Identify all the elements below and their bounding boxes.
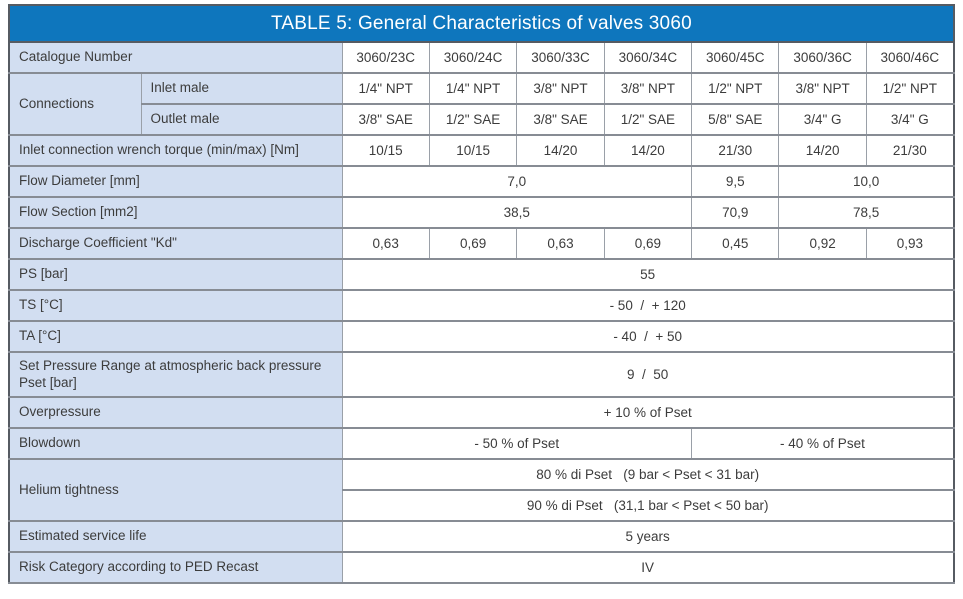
discharge-cell-1: 0,63 (341, 227, 430, 260)
ta-value: - 40 / + 50 (341, 320, 955, 353)
set-pressure-range-value: 9 / 50 (341, 351, 955, 398)
row-table-title: TABLE 5: General Characteristics of valv… (8, 4, 955, 43)
ps-label: PS [bar] (8, 258, 343, 291)
outlet-cell-6: 3/4" G (778, 103, 867, 136)
outlet-cell-4: 1/2" SAE (603, 103, 693, 136)
discharge-coefficient-label: Discharge Coefficient "Kd" (8, 227, 343, 260)
row-catalogue-number: Catalogue Number 3060/23C 3060/24C 3060/… (8, 41, 955, 74)
wrench-torque-label: Inlet connection wrench torque (min/max)… (8, 134, 343, 167)
inlet-male-label: Inlet male (140, 72, 343, 105)
row-ps: PS [bar] 55 (8, 258, 955, 291)
discharge-cell-4: 0,69 (603, 227, 693, 260)
datasheet-table-container: TABLE 5: General Characteristics of valv… (8, 4, 955, 584)
row-helium-tightness-2: 90 % di Pset (31,1 bar < Pset < 50 bar) (9, 489, 955, 522)
row-set-pressure-range: Set Pressure Range at atmospheric back p… (8, 351, 955, 398)
inlet-cell-7: 1/2" NPT (865, 72, 955, 105)
outlet-cell-7: 3/4" G (865, 103, 955, 136)
row-wrench-torque: Inlet connection wrench torque (min/max)… (8, 134, 955, 167)
row-ts: TS [°C] - 50 / + 120 (8, 289, 955, 322)
risk-category-label: Risk Category according to PED Recast (8, 551, 343, 584)
row-ta: TA [°C] - 40 / + 50 (8, 320, 955, 353)
catalogue-cell-4: 3060/34C (603, 41, 693, 74)
overpressure-label: Overpressure (8, 396, 343, 429)
helium-tightness-value-1: 80 % di Pset (9 bar < Pset < 31 bar) (341, 458, 955, 491)
catalogue-cell-2: 3060/24C (428, 41, 518, 74)
overpressure-value: + 10 % of Pset (341, 396, 955, 429)
flow-section-cell-c: 78,5 (778, 196, 955, 229)
outlet-cell-3: 3/8" SAE (516, 103, 605, 136)
row-overpressure: Overpressure + 10 % of Pset (8, 396, 955, 429)
row-discharge-coefficient: Discharge Coefficient "Kd" 0,63 0,69 0,6… (8, 227, 955, 260)
torque-cell-2: 10/15 (428, 134, 518, 167)
inlet-cell-1: 1/4" NPT (341, 72, 430, 105)
blowdown-cell-a: - 50 % of Pset (341, 427, 693, 460)
row-flow-section: Flow Section [mm2] 38,5 70,9 78,5 (8, 196, 955, 229)
risk-category-value: IV (341, 551, 955, 584)
ts-label: TS [°C] (8, 289, 343, 322)
torque-cell-4: 14/20 (603, 134, 693, 167)
catalogue-number-label: Catalogue Number (8, 41, 343, 74)
catalogue-cell-5: 3060/45C (691, 41, 780, 74)
inlet-cell-6: 3/8" NPT (778, 72, 867, 105)
set-pressure-range-label: Set Pressure Range at atmospheric back p… (8, 351, 343, 398)
flow-diameter-cell-b: 9,5 (691, 165, 780, 198)
discharge-cell-6: 0,92 (778, 227, 867, 260)
helium-tightness-value-2: 90 % di Pset (31,1 bar < Pset < 50 bar) (341, 489, 955, 522)
inlet-cell-2: 1/4" NPT (428, 72, 518, 105)
flow-diameter-label: Flow Diameter [mm] (8, 165, 343, 198)
flow-section-cell-a: 38,5 (341, 196, 693, 229)
ta-label: TA [°C] (8, 320, 343, 353)
torque-cell-1: 10/15 (341, 134, 430, 167)
catalogue-cell-1: 3060/23C (341, 41, 430, 74)
row-connections-inlet: Connections Inlet male 1/4" NPT 1/4" NPT… (8, 72, 955, 136)
ts-value: - 50 / + 120 (341, 289, 955, 322)
catalogue-cell-6: 3060/36C (778, 41, 867, 74)
flow-diameter-cell-a: 7,0 (341, 165, 693, 198)
helium-tightness-label: Helium tightness (8, 458, 343, 522)
row-blowdown: Blowdown - 50 % of Pset - 40 % of Pset (8, 427, 955, 460)
inlet-cell-3: 3/8" NPT (516, 72, 605, 105)
torque-cell-7: 21/30 (865, 134, 955, 167)
flow-diameter-cell-c: 10,0 (778, 165, 955, 198)
catalogue-cell-3: 3060/33C (516, 41, 605, 74)
row-risk-category: Risk Category according to PED Recast IV (8, 551, 955, 584)
discharge-cell-3: 0,63 (516, 227, 605, 260)
discharge-cell-2: 0,69 (428, 227, 518, 260)
service-life-value: 5 years (341, 520, 955, 553)
outlet-cell-2: 1/2" SAE (428, 103, 518, 136)
inlet-cell-4: 3/8" NPT (603, 72, 693, 105)
torque-cell-3: 14/20 (516, 134, 605, 167)
blowdown-label: Blowdown (8, 427, 343, 460)
discharge-cell-7: 0,93 (865, 227, 955, 260)
row-service-life: Estimated service life 5 years (8, 520, 955, 553)
discharge-cell-5: 0,45 (691, 227, 780, 260)
flow-section-label: Flow Section [mm2] (8, 196, 343, 229)
row-connections-outlet: Outlet male 3/8" SAE 1/2" SAE 3/8" SAE 1… (9, 103, 955, 136)
table-title: TABLE 5: General Characteristics of valv… (8, 4, 955, 43)
ps-value: 55 (341, 258, 955, 291)
valve-characteristics-table: TABLE 5: General Characteristics of valv… (8, 4, 955, 584)
torque-cell-6: 14/20 (778, 134, 867, 167)
catalogue-cell-7: 3060/46C (865, 41, 955, 74)
blowdown-cell-b: - 40 % of Pset (691, 427, 955, 460)
connections-label: Connections (8, 72, 142, 136)
outlet-cell-5: 5/8" SAE (691, 103, 780, 136)
service-life-label: Estimated service life (8, 520, 343, 553)
outlet-cell-1: 3/8" SAE (341, 103, 430, 136)
outlet-male-label: Outlet male (140, 103, 343, 136)
row-flow-diameter: Flow Diameter [mm] 7,0 9,5 10,0 (8, 165, 955, 198)
flow-section-cell-b: 70,9 (691, 196, 780, 229)
inlet-cell-5: 1/2" NPT (691, 72, 780, 105)
torque-cell-5: 21/30 (691, 134, 780, 167)
row-helium-tightness-1: Helium tightness 80 % di Pset (9 bar < P… (8, 458, 955, 522)
